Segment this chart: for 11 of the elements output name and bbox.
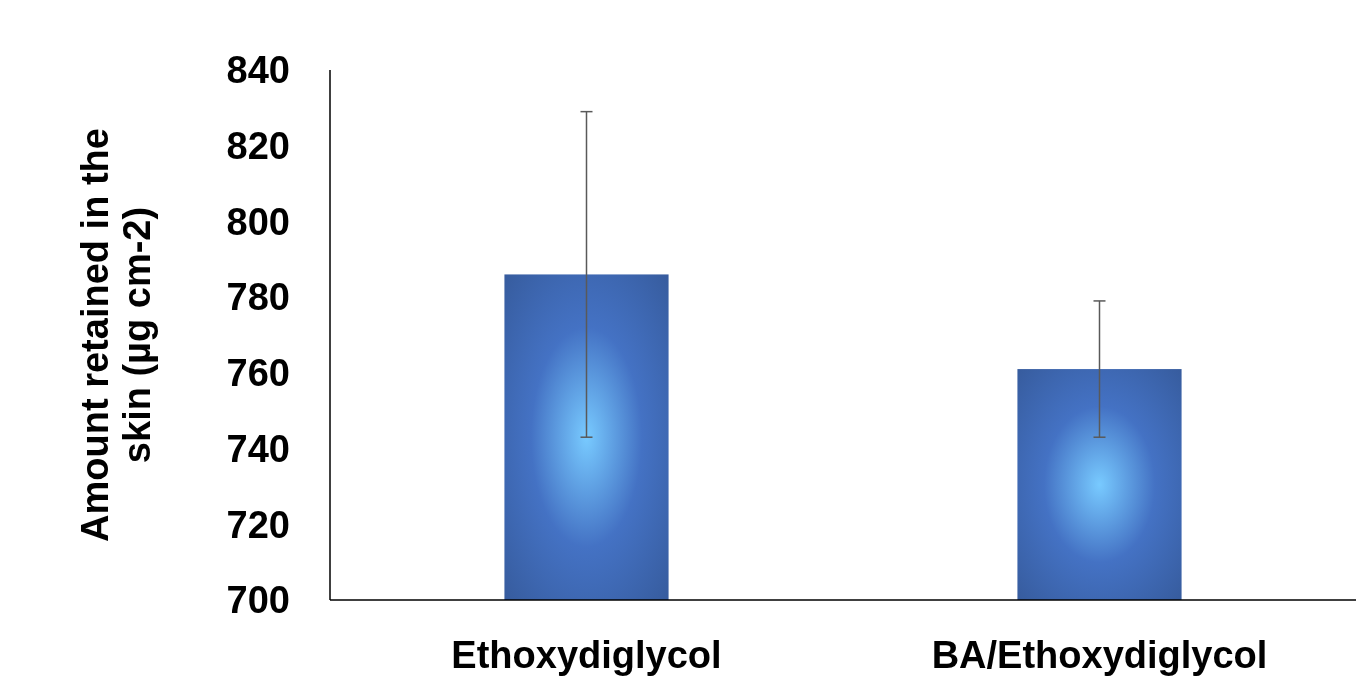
y-tick-label: 700 — [226, 579, 290, 622]
y-tick-label: 820 — [226, 125, 290, 168]
y-tick-label: 780 — [226, 276, 290, 319]
y-tick-label: 740 — [226, 427, 290, 470]
y-tick-label: 720 — [226, 503, 290, 546]
y-tick-label: 800 — [226, 200, 290, 243]
x-tick-label: BA/Ethoxydiglycol — [931, 634, 1268, 676]
x-tick-label: Ethoxydiglycol — [451, 634, 722, 676]
y-tick-label: 760 — [226, 352, 290, 395]
y-axis-title: Amount retained in the skin (µg cm-2) — [74, 128, 158, 542]
y-tick-label: 840 — [226, 49, 290, 92]
